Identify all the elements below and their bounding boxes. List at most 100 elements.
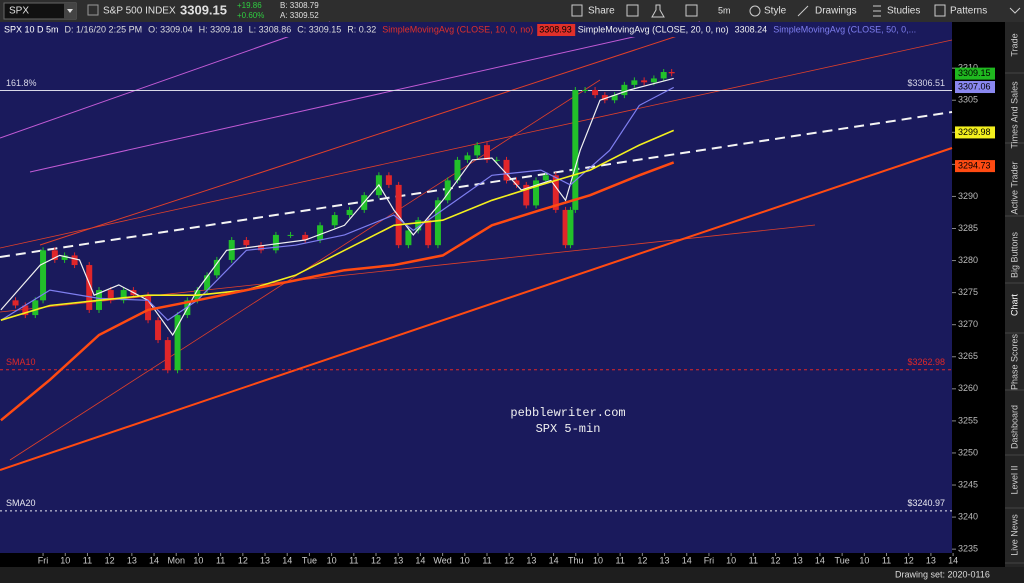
toolbar-button[interactable]: Drawings [815,6,857,17]
candle-body [562,209,569,246]
watermark: SPX 5-min [536,422,601,436]
x-tick-label: 14 [682,555,692,565]
moving-average [0,161,675,422]
percent-change: +0.60% [237,11,264,20]
symbol: SPX [9,6,29,17]
legend-value-bg [537,24,576,36]
header-field: H: 3309.18 [199,24,243,34]
y-tick-label: 3275 [958,287,978,297]
side-tab[interactable]: Level II [1009,465,1019,494]
y-tick-label: 3280 [958,255,978,265]
y-tick-label: 3235 [958,544,978,554]
flask-icon[interactable] [651,4,665,18]
candle-body [660,72,667,79]
x-tick-label: Mon [167,555,185,565]
ask: A: 3309.52 [280,11,319,20]
candle-body [572,89,579,210]
side-tab[interactable]: Active Trader [1009,161,1019,214]
y-tick-label: 3305 [958,95,978,105]
y-tick-label: 3255 [958,415,978,425]
level-name: 161.8% [6,78,37,88]
toolbar-button[interactable]: Studies [887,6,920,17]
candle-body [317,225,324,241]
y-tick-label: 3285 [958,223,978,233]
candle-body [155,320,162,341]
x-tick-label: 10 [593,555,603,565]
price-tag-label: 3294.73 [958,160,991,170]
y-tick-label: 3260 [958,383,978,393]
x-tick-label: 10 [327,555,337,565]
candle-body [631,80,638,85]
trend-line [29,21,701,173]
header-field: R: 0.32 [347,24,376,34]
price-axis [952,22,1005,553]
price-tag-label: 3299.98 [958,127,991,137]
x-tick-label: 11 [749,555,758,565]
side-tab[interactable]: Trade [1009,33,1019,56]
candle-body [454,159,461,181]
x-tick-label: 10 [60,555,70,565]
side-tab[interactable]: Big Buttons [1009,231,1019,278]
side-tab[interactable]: Live News [1009,514,1019,556]
x-tick-label: 13 [660,555,670,565]
candle-body [434,200,441,246]
watermark: pebblewriter.com [510,406,625,420]
menu-icon[interactable] [1009,7,1021,14]
level-label: $3262.98 [907,357,945,367]
header-field: SPX 10 D 5m [4,24,59,34]
trend-line [0,39,953,249]
x-tick-label: Thu [568,555,584,565]
time-axis [0,553,1005,567]
x-tick-label: 11 [216,555,225,565]
side-tab[interactable]: Times And Sales [1009,81,1019,149]
price-tag [955,160,995,173]
toolbar-button[interactable]: Share [588,6,615,17]
candle-body [86,265,93,310]
candle-body [272,234,279,251]
y-tick-label: 3265 [958,351,978,361]
candle-body [287,234,294,236]
last-price: 3309.15 [180,2,227,17]
candle-body [213,259,220,276]
toolbar-button[interactable]: Patterns [950,6,987,17]
candle-body [582,89,589,91]
x-tick-label: 10 [460,555,470,565]
legend-value-bg [732,24,771,36]
candle-body [120,290,127,301]
moving-average [0,77,674,337]
x-tick-label: 13 [793,555,803,565]
link-icon[interactable] [87,4,99,16]
candle-body [61,255,68,260]
candle-body [523,184,530,206]
candle-body [611,95,618,101]
side-tab[interactable]: Chart [1009,294,1019,317]
plot-area [0,22,952,553]
candle-body [601,95,608,101]
x-tick-label: 12 [105,555,115,565]
y-tick-label: 3250 [958,447,978,457]
candle-body [395,184,402,246]
candle-body [107,290,114,301]
legend-value: 3308.93 [539,24,572,34]
time-icon[interactable] [685,4,698,17]
legend-value: 3308.24 [735,24,768,34]
side-tab[interactable]: Dashboard [1009,405,1019,449]
side-tab[interactable]: Phase Scores [1009,333,1019,390]
candle-body [621,84,628,96]
dropdown-arrow [67,9,73,13]
y-tick-label: 3270 [958,319,978,329]
candle-body [204,275,211,291]
candle-body [552,175,559,210]
x-tick-label: Fri [704,555,715,565]
draw-icon [797,5,809,17]
moving-average [0,86,674,321]
grid-icon[interactable] [626,4,639,17]
side-tabs: Trade Times And Sales Active Trader Big But… [1005,33,1024,564]
candle-body [444,180,451,201]
x-tick-label: 12 [371,555,381,565]
x-tick-label: 14 [948,555,958,565]
toolbar-button[interactable]: 5m [718,5,731,15]
toolbar-button[interactable]: Style [764,6,787,17]
x-tick-label: Tue [302,555,317,565]
trend-line [0,21,331,139]
